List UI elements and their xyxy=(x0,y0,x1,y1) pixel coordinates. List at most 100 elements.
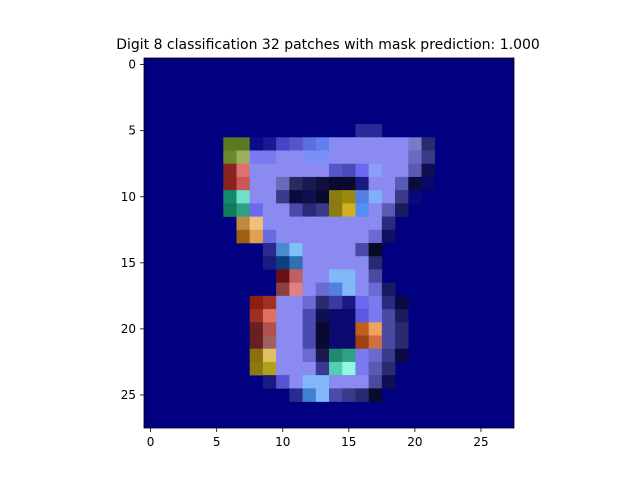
heatmap-cell xyxy=(276,256,290,270)
heatmap-cell xyxy=(289,348,303,363)
heatmap-cell xyxy=(421,163,436,178)
heatmap-cell xyxy=(315,348,330,363)
heatmap-cell xyxy=(302,361,317,376)
heatmap-cell xyxy=(381,348,396,363)
heatmap-cell xyxy=(276,269,290,283)
heatmap-cell xyxy=(315,243,330,257)
heatmap-cell xyxy=(368,269,383,283)
heatmap-cell xyxy=(342,137,356,151)
heatmap-cell xyxy=(329,269,343,283)
heatmap-cell xyxy=(276,361,290,376)
heatmap-cell xyxy=(395,163,409,178)
heatmap-cell xyxy=(368,124,383,138)
heatmap-cell xyxy=(276,282,290,297)
heatmap-cell xyxy=(368,256,383,270)
heatmap-cell xyxy=(276,375,290,389)
heatmap-cell xyxy=(262,137,277,151)
heatmap-cell xyxy=(421,137,436,151)
heatmap-cell xyxy=(302,388,317,402)
heatmap-cell xyxy=(355,269,369,283)
heatmap-cell xyxy=(315,361,330,376)
heatmap-cell xyxy=(395,150,409,165)
heatmap-cell xyxy=(262,361,277,376)
heatmap-cell xyxy=(302,375,317,389)
heatmap-cell xyxy=(249,309,264,323)
heatmap-cell xyxy=(355,256,369,270)
heatmap-cell xyxy=(329,282,343,297)
heatmap-cell xyxy=(342,282,356,297)
heatmap-cell xyxy=(315,375,330,389)
heatmap-cell xyxy=(368,163,383,178)
heatmap-cell xyxy=(408,163,422,178)
x-tick-label: 15 xyxy=(341,435,356,449)
heatmap-cell xyxy=(408,150,422,165)
heatmap-cell xyxy=(342,388,356,402)
heatmap-cell xyxy=(249,216,264,231)
heatmap-cell xyxy=(368,176,383,191)
heatmap-cell xyxy=(289,190,303,204)
heatmap-cell xyxy=(289,361,303,376)
heatmap-cell xyxy=(315,163,330,178)
heatmap-cell xyxy=(342,335,356,350)
heatmap-cell xyxy=(368,150,383,165)
heatmap-cell xyxy=(315,282,330,297)
heatmap-cell xyxy=(355,335,369,350)
heatmap-cell xyxy=(262,375,277,389)
heatmap-cell xyxy=(262,203,277,217)
heatmap-cell xyxy=(355,295,369,310)
heatmap-cell xyxy=(249,229,264,244)
heatmap-cell xyxy=(262,335,277,350)
plot-area xyxy=(144,58,514,428)
heatmap-cell xyxy=(355,176,369,191)
heatmap-cell xyxy=(368,361,383,376)
heatmap-cell xyxy=(355,348,369,363)
heatmap-cell xyxy=(302,150,317,165)
heatmap-cell xyxy=(381,176,396,191)
heatmap-cell xyxy=(381,216,396,231)
heatmap-cell xyxy=(329,388,343,402)
heatmap-cell xyxy=(329,295,343,310)
heatmap-cell xyxy=(276,295,290,310)
heatmap-cell xyxy=(276,216,290,231)
heatmap-cell xyxy=(236,150,251,165)
heatmap-cell xyxy=(236,163,251,178)
heatmap-cell xyxy=(355,190,369,204)
heatmap-cell xyxy=(395,322,409,336)
chart-title: Digit 8 classification 32 patches with m… xyxy=(116,37,540,53)
heatmap-cell xyxy=(236,216,251,231)
heatmap-cell xyxy=(276,203,290,217)
heatmap-cell xyxy=(381,322,396,336)
heatmap-cell xyxy=(223,203,237,217)
heatmap-cell xyxy=(315,216,330,231)
x-tick-label: 10 xyxy=(275,435,290,449)
heatmap-cell xyxy=(368,203,383,217)
heatmap-cell xyxy=(395,295,409,310)
x-tick-label: 0 xyxy=(147,435,155,449)
heatmap-cell xyxy=(329,375,343,389)
heatmap-cell xyxy=(315,176,330,191)
heatmap-cell xyxy=(276,309,290,323)
heatmap-cell xyxy=(315,322,330,336)
heatmap-cell xyxy=(381,137,396,151)
x-axis: 0 5 10 15 20 25 xyxy=(147,428,489,449)
heatmap-cell xyxy=(276,322,290,336)
heatmap-cell xyxy=(329,163,343,178)
heatmap-cell xyxy=(249,203,264,217)
heatmap-cell xyxy=(249,150,264,165)
heatmap-cell xyxy=(302,229,317,244)
heatmap-cell xyxy=(302,176,317,191)
heatmap-cell xyxy=(262,216,277,231)
heatmap-cell xyxy=(262,309,277,323)
heatmap-cell xyxy=(395,335,409,350)
y-tick-label: 25 xyxy=(121,388,136,402)
heatmap-cell xyxy=(329,309,343,323)
heatmap-cell xyxy=(236,176,251,191)
heatmap-cell xyxy=(249,190,264,204)
heatmap-cell xyxy=(276,190,290,204)
heatmap-cell xyxy=(342,243,356,257)
heatmap-cell xyxy=(342,216,356,231)
heatmap-cell xyxy=(342,295,356,310)
heatmap-cell xyxy=(329,243,343,257)
heatmap-cell xyxy=(236,229,251,244)
heatmap-cell xyxy=(249,322,264,336)
